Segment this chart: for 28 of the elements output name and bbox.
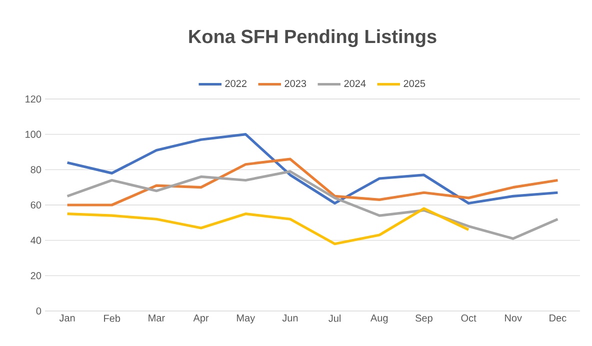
line-series (66, 170, 560, 240)
chart-title: Kona SFH Pending Listings (189, 29, 436, 48)
x-tick-label: May (237, 314, 256, 324)
legend-label: 2023 (284, 80, 306, 88)
x-tick-label: Jan (59, 314, 75, 322)
x-tick-label: Feb (104, 314, 120, 322)
legend-label: 2024 (344, 80, 366, 88)
legend-label: 2022 (225, 80, 246, 88)
x-tick-label: Jun (282, 314, 298, 322)
x-tick-label: Mar (148, 314, 165, 322)
x-tick-label: Dec (550, 314, 566, 322)
line-series (66, 207, 470, 246)
y-tick-label: 120 (26, 95, 42, 103)
legend-label: 2025 (404, 80, 426, 88)
y-tick-label: 80 (30, 166, 42, 174)
y-tick-label: 40 (30, 236, 42, 244)
x-tick-label: Jul (328, 314, 341, 322)
x-tick-label: Sep (416, 314, 432, 324)
y-tick-label: 20 (30, 272, 42, 280)
line-series (66, 133, 560, 205)
line-series (66, 158, 560, 206)
x-tick-label: Nov (505, 314, 522, 322)
x-tick-label: Oct (461, 314, 476, 322)
y-tick-label: 60 (30, 201, 42, 209)
y-tick-label: 100 (26, 130, 42, 138)
y-tick-label: 0 (36, 307, 42, 315)
x-tick-label: Apr (193, 314, 209, 324)
x-tick-label: Aug (370, 314, 388, 324)
